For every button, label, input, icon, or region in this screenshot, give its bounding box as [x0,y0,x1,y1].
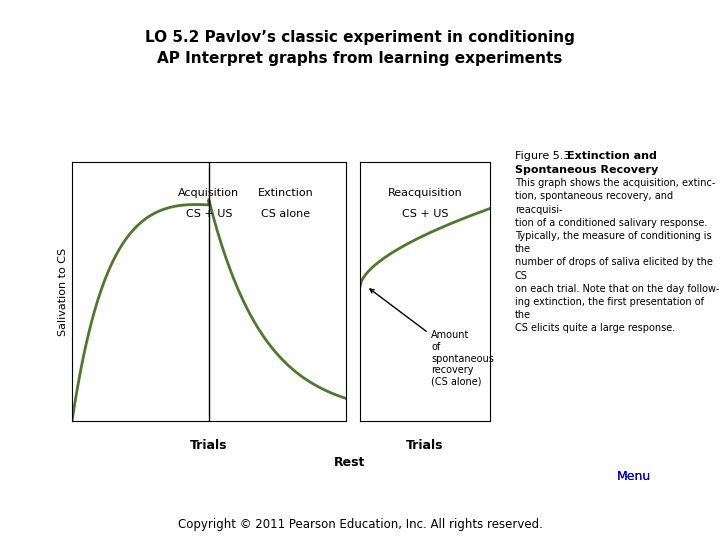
Text: This graph shows the acquisition, extinc-
tion, spontaneous recovery, and reacqu: This graph shows the acquisition, extinc… [515,178,719,333]
Y-axis label: Salivation to CS: Salivation to CS [58,247,68,336]
Text: Trials: Trials [406,440,444,453]
Text: CS + US: CS + US [186,208,232,219]
Text: Menu: Menu [616,470,651,483]
Text: Trials: Trials [190,440,228,453]
Text: Copyright © 2011 Pearson Education, Inc. All rights reserved.: Copyright © 2011 Pearson Education, Inc.… [178,518,542,531]
Text: Spontaneous Recovery: Spontaneous Recovery [515,165,658,175]
Text: Reacquisition: Reacquisition [387,188,462,198]
Text: Menu: Menu [616,470,651,483]
Text: Extinction: Extinction [258,188,313,198]
Text: Acquisition: Acquisition [179,188,239,198]
Text: Rest: Rest [333,456,365,469]
Text: LO 5.2 Pavlov’s classic experiment in conditioning: LO 5.2 Pavlov’s classic experiment in co… [145,30,575,45]
Text: Extinction and: Extinction and [567,151,657,161]
Text: CS alone: CS alone [261,208,310,219]
Text: Amount
of
spontaneous
recovery
(CS alone): Amount of spontaneous recovery (CS alone… [370,289,494,387]
Text: CS + US: CS + US [402,208,448,219]
Text: Figure 5.3: Figure 5.3 [515,151,574,161]
Text: AP Interpret graphs from learning experiments: AP Interpret graphs from learning experi… [157,51,563,66]
